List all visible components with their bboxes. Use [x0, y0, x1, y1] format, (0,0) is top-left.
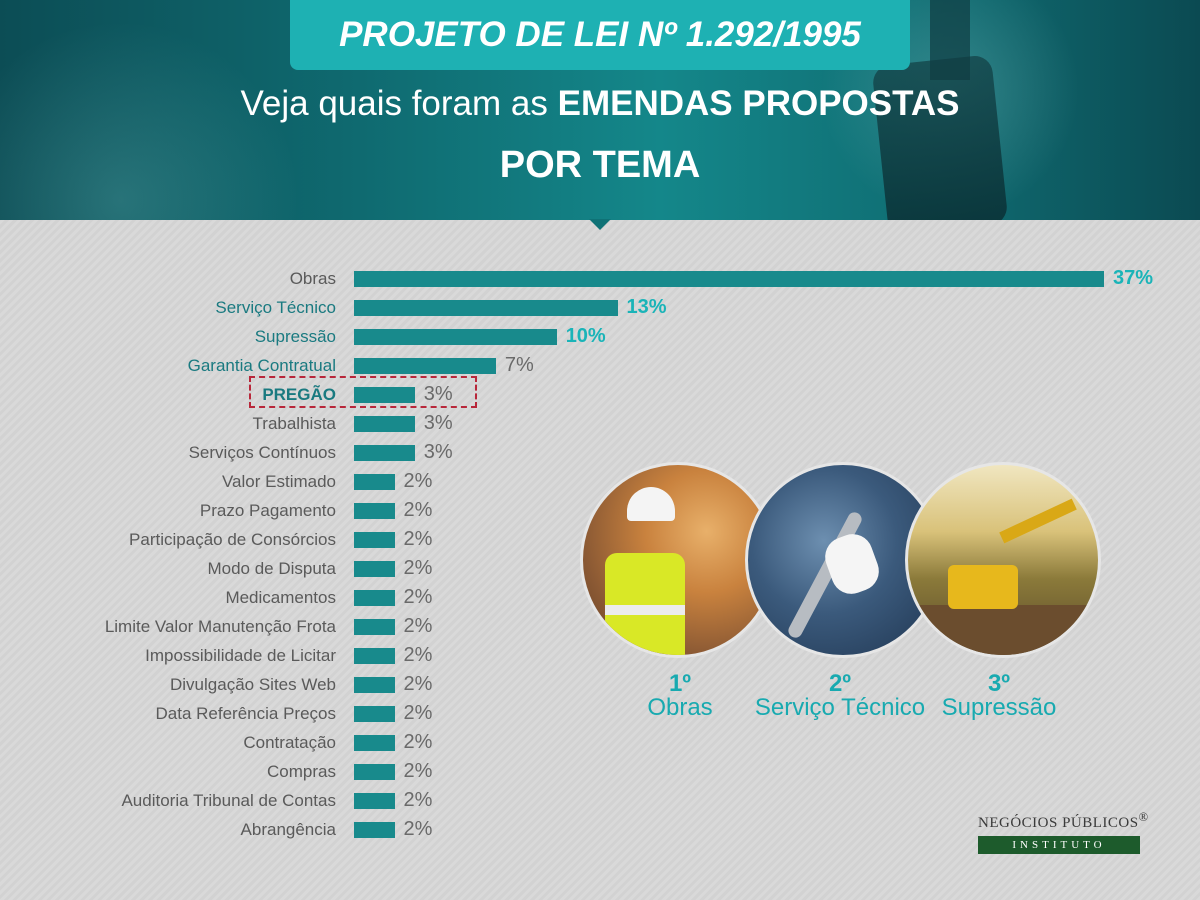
category-label: PREGÃO — [262, 385, 336, 404]
page-title: PROJETO DE LEI Nº 1.292/1995 — [339, 15, 861, 54]
hard-hat-icon — [627, 487, 675, 521]
value-label: 2% — [403, 789, 433, 811]
value-label: 10% — [565, 325, 606, 347]
value-label: 2% — [403, 470, 433, 492]
bar — [354, 503, 395, 519]
value-label: 3% — [423, 412, 453, 434]
value-label: 2% — [403, 644, 433, 666]
bar — [354, 590, 395, 606]
category-label: Medicamentos — [225, 588, 336, 607]
category-label: Data Referência Preços — [155, 704, 336, 723]
safety-vest-icon — [605, 553, 685, 655]
category-label: Compras — [267, 762, 336, 781]
category-label: Modo de Disputa — [207, 559, 336, 578]
bar — [354, 474, 395, 490]
soil-shape — [908, 605, 1098, 655]
header-banner: PROJETO DE LEI Nº 1.292/1995 Veja quais … — [0, 0, 1200, 220]
rank-2-label: 2º Serviço Técnico — [750, 672, 930, 720]
value-label: 3% — [423, 383, 453, 405]
rank-name: Serviço Técnico — [754, 694, 926, 721]
value-label: 37% — [1113, 267, 1154, 289]
value-label: 2% — [403, 760, 433, 782]
category-label: Impossibilidade de Licitar — [145, 646, 336, 665]
rank-name: Obras — [647, 694, 713, 721]
bar — [354, 271, 1104, 287]
logo-text: NEGÓCIOS PÚBLICOS — [978, 815, 1139, 831]
value-label: 2% — [403, 586, 433, 608]
category-label: Serviços Contínuos — [188, 443, 336, 462]
value-label: 2% — [403, 673, 433, 695]
value-label: 2% — [403, 615, 433, 637]
excavator-icon — [948, 565, 1018, 609]
bar — [354, 648, 395, 664]
subtitle-emphasis: EMENDAS PROPOSTAS — [557, 84, 960, 123]
subtitle-line-1: Veja quais foram as EMENDAS PROPOSTAS — [0, 84, 1200, 124]
category-label: Limite Valor Manutenção Frota — [104, 617, 336, 636]
bar — [354, 445, 415, 461]
category-label: Supressão — [254, 327, 336, 346]
bar — [354, 358, 496, 374]
bar — [354, 764, 395, 780]
excavator-arm-icon — [999, 498, 1077, 544]
value-label: 2% — [403, 499, 433, 521]
value-label: 2% — [403, 557, 433, 579]
bar — [354, 416, 415, 432]
bar — [354, 619, 395, 635]
bar — [354, 329, 557, 345]
glove-icon — [819, 528, 885, 600]
bar — [354, 561, 395, 577]
bar — [354, 300, 618, 316]
bar — [354, 677, 395, 693]
bar — [354, 793, 395, 809]
category-label: Contratação — [243, 733, 336, 752]
bar — [354, 822, 395, 838]
category-label: Participação de Consórcios — [129, 530, 336, 549]
category-label: Obras — [289, 269, 336, 288]
bar — [354, 706, 395, 722]
bar — [354, 735, 395, 751]
rank-position: 1º — [668, 670, 692, 697]
reflective-strip — [605, 605, 685, 615]
subtitle-line-2: POR TEMA — [499, 144, 701, 186]
category-label: Garantia Contratual — [187, 356, 336, 375]
rank-3-label: 3º Supressão — [909, 672, 1089, 720]
bar — [354, 387, 415, 403]
highlight-box — [249, 376, 477, 408]
logo-name: NEGÓCIOS PÚBLICOS® — [978, 810, 1148, 832]
registered-mark: ® — [1138, 810, 1149, 824]
value-label: 2% — [403, 528, 433, 550]
rank-3-photo — [905, 462, 1101, 658]
value-label: 7% — [504, 354, 534, 376]
category-label: Trabalhista — [252, 414, 336, 433]
institute-logo: NEGÓCIOS PÚBLICOS® INSTITUTO — [978, 810, 1148, 854]
rank-1-photo — [580, 462, 776, 658]
subtitle-prefix: Veja quais foram as — [240, 84, 548, 123]
category-label: Valor Estimado — [221, 472, 336, 491]
gavel-handle-decoration — [930, 0, 970, 80]
category-label: Serviço Técnico — [215, 298, 336, 317]
rank-name: Supressão — [941, 694, 1057, 721]
rank-position: 2º — [828, 670, 852, 697]
value-label: 2% — [403, 702, 433, 724]
header-pointer-triangle — [589, 219, 611, 230]
category-label: Divulgação Sites Web — [170, 675, 336, 694]
rank-1-label: 1º Obras — [590, 672, 770, 720]
value-label: 2% — [403, 818, 433, 840]
value-label: 2% — [403, 731, 433, 753]
bar — [354, 532, 395, 548]
title-box: PROJETO DE LEI Nº 1.292/1995 — [290, 0, 910, 70]
category-label: Prazo Pagamento — [199, 501, 336, 520]
logo-subtitle: INSTITUTO — [978, 836, 1140, 854]
category-label: Auditoria Tribunal de Contas — [121, 791, 336, 810]
value-label: 3% — [423, 441, 453, 463]
category-label: Abrangência — [240, 820, 336, 839]
value-label: 13% — [626, 296, 667, 318]
rank-position: 3º — [987, 670, 1011, 697]
